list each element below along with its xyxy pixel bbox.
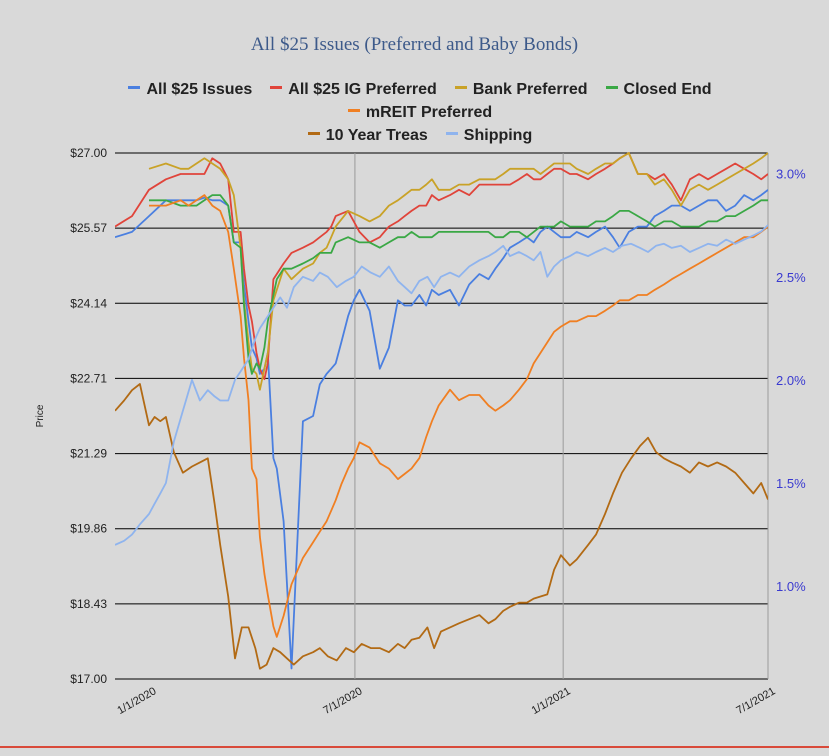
legend-swatch <box>307 132 320 136</box>
bottom-rule <box>0 746 829 748</box>
legend-item: mREIT Preferred <box>347 101 493 124</box>
legend-label: Shipping <box>463 127 533 144</box>
x-tick-label: 1/1/2021 <box>530 685 573 717</box>
legend-label: Closed End <box>623 81 712 98</box>
legend-item: All $25 IG Preferred <box>270 78 437 101</box>
y2-tick-label: 1.0% <box>776 579 806 594</box>
x-tick-label: 7/1/2020 <box>321 685 364 717</box>
legend-item: Closed End <box>605 78 712 101</box>
y-tick-label: $19.86 <box>70 522 107 536</box>
legend-label: mREIT Preferred <box>365 104 493 121</box>
legend-swatch <box>454 86 467 90</box>
y2-tick-label: 2.5% <box>776 270 806 285</box>
y2-tick-label: 2.0% <box>776 373 806 388</box>
legend-label: 10 Year Treas <box>325 127 428 144</box>
y-tick-label: $17.00 <box>70 672 107 686</box>
legend-item: Shipping <box>445 124 533 147</box>
y-tick-label: $25.57 <box>70 221 107 235</box>
y-tick-label: $22.71 <box>70 371 107 385</box>
series-line-mreit-preferred <box>149 194 768 638</box>
chart-title: All $25 Issues (Preferred and Baby Bonds… <box>250 34 579 55</box>
x-tick-label: 7/1/2021 <box>734 685 777 717</box>
legend-label: All $25 IG Preferred <box>288 81 437 98</box>
legend-swatch <box>445 132 458 136</box>
legend: All $25 Issues All $25 IG Preferred Bank P… <box>40 78 800 147</box>
legend-item: Bank Preferred <box>454 78 588 101</box>
legend-item: All $25 Issues <box>128 78 252 101</box>
legend-item: 10 Year Treas <box>307 124 428 147</box>
y2-tick-label: 1.5% <box>776 476 806 491</box>
y-axis-label: Price <box>35 404 46 427</box>
y-tick-label: $21.29 <box>70 447 107 461</box>
series-line-all-25-ig-preferred <box>115 152 768 381</box>
series-line-shipping <box>115 224 768 546</box>
y-tick-label: $24.14 <box>70 296 107 310</box>
x-tick-label: 1/1/2020 <box>115 685 158 717</box>
y-tick-label: $27.00 <box>70 146 107 160</box>
legend-swatch <box>128 86 141 90</box>
legend-label: Bank Preferred <box>472 81 588 98</box>
series-line-bank-preferred <box>148 152 768 391</box>
series-line-all-25-issues <box>115 189 768 670</box>
legend-swatch <box>347 109 360 113</box>
y2-tick-label: 3.0% <box>776 167 806 182</box>
series-line-closed-end <box>149 194 768 375</box>
legend-swatch <box>605 86 618 90</box>
legend-swatch <box>270 86 283 90</box>
series-line-10-year-treas <box>115 383 768 670</box>
y-tick-label: $18.43 <box>70 597 107 611</box>
legend-label: All $25 Issues <box>146 81 253 98</box>
